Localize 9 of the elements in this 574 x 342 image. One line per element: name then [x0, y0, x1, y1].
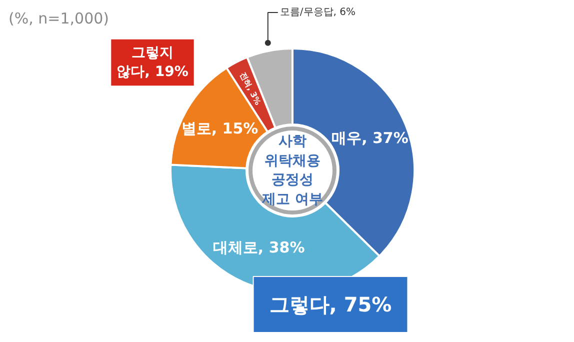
text: 그렇다, 75% — [269, 292, 392, 316]
slice-label: 모름/무응답, 6% — [280, 7, 356, 18]
text: (%, n=1,000) — [8, 10, 110, 28]
text: 사학 위탁채용 공정성 제고 여부 — [261, 134, 323, 208]
slice-label: 전혀, 3% — [238, 70, 262, 107]
text: 그렇지 않다, 19% — [116, 44, 188, 80]
slice-label: 대체로, 38% — [212, 238, 305, 256]
slice-label: 매우, 37% — [332, 129, 408, 148]
slice-label: 별로, 15% — [181, 120, 258, 138]
